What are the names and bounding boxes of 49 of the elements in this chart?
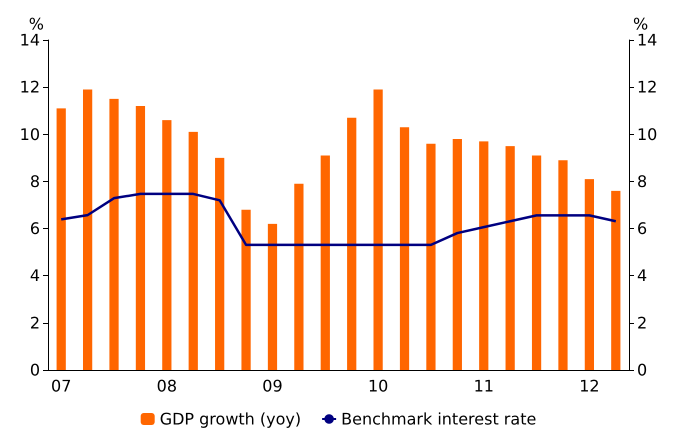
x-tick-label: 10 — [368, 376, 388, 396]
x-tick-label: 08 — [156, 376, 178, 396]
bar — [136, 106, 146, 370]
x-tick-label: 11 — [474, 376, 494, 396]
y2-tick-label: 14 — [637, 30, 658, 50]
bar — [56, 108, 66, 370]
bar — [162, 120, 172, 370]
bar — [241, 210, 251, 370]
y-tick-label: 4 — [30, 266, 40, 286]
y2-tick-label: 6 — [637, 219, 648, 238]
bar — [294, 184, 304, 370]
y-tick-label: 2 — [30, 313, 40, 332]
line-series — [60, 192, 618, 246]
bar — [373, 90, 383, 370]
x-tick-label: 12 — [579, 376, 600, 396]
bar — [479, 141, 488, 370]
x-tick-label: 09 — [262, 376, 283, 396]
bar — [400, 127, 410, 370]
y-axis-title: % — [28, 14, 44, 34]
bar — [532, 156, 542, 370]
legend-label: Benchmark interest rate — [341, 410, 536, 428]
bar — [611, 190, 620, 370]
y-tick-label: 8 — [30, 172, 40, 191]
bar — [506, 146, 515, 370]
bar — [188, 132, 198, 370]
y2-axis-title: % — [633, 14, 648, 34]
bar — [347, 118, 356, 370]
y2-tick-label: 12 — [637, 78, 658, 97]
bar — [82, 90, 92, 370]
y-tick-label: 6 — [30, 219, 40, 238]
bar — [215, 158, 224, 370]
y2-tick-label: 2 — [637, 313, 648, 332]
x-tick-label: 07 — [51, 376, 72, 396]
y-tick-label: 14 — [20, 30, 40, 50]
y-tick-label: 12 — [20, 78, 40, 97]
bar — [268, 224, 278, 370]
bar — [558, 160, 568, 370]
legend-label: GDP growth (yoy) — [160, 410, 302, 428]
bar — [426, 144, 436, 370]
y-tick-label: 10 — [20, 124, 40, 144]
y2-tick-label: 10 — [637, 124, 658, 144]
y2-tick-label: 8 — [637, 172, 648, 191]
y-tick-label: 0 — [30, 360, 40, 380]
bar — [452, 139, 462, 370]
bar — [584, 179, 594, 370]
bar — [320, 156, 330, 370]
bar — [109, 98, 119, 370]
y2-tick-label: 0 — [637, 360, 648, 380]
y2-tick-label: 4 — [637, 266, 648, 286]
